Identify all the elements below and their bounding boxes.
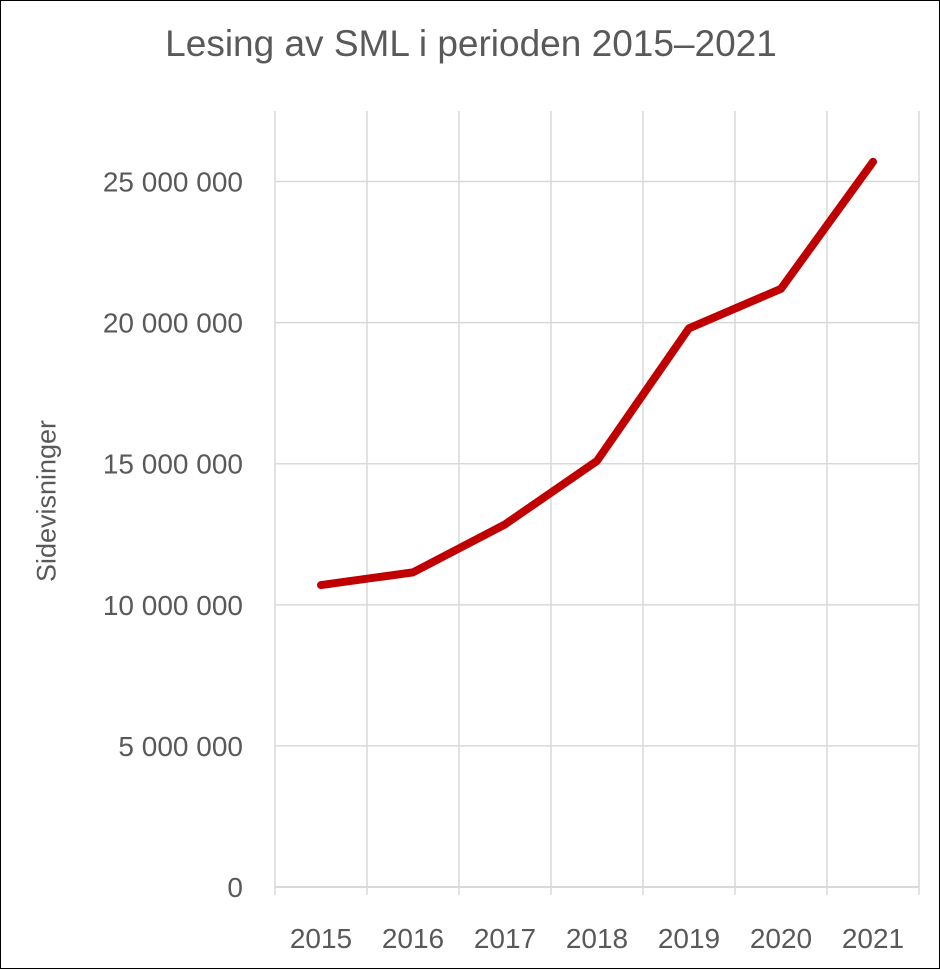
chart-title: Lesing av SML i perioden 2015–2021 [165,23,777,64]
series-line [317,157,877,590]
x-tick-label: 2021 [842,923,904,954]
y-tick-label: 20 000 000 [103,308,243,339]
y-tick-label: 15 000 000 [103,449,243,480]
y-tick-label: 5 000 000 [118,731,243,762]
x-tick-label: 2016 [382,923,444,954]
x-tick-label: 2017 [474,923,536,954]
x-tick-label: 2020 [750,923,812,954]
y-tick-label: 10 000 000 [103,590,243,621]
y-tick-label: 0 [227,872,243,903]
x-tick-label: 2018 [566,923,628,954]
y-tick-label: 25 000 000 [103,167,243,198]
x-tick-label: 2019 [658,923,720,954]
x-tick-label: 2015 [290,923,352,954]
